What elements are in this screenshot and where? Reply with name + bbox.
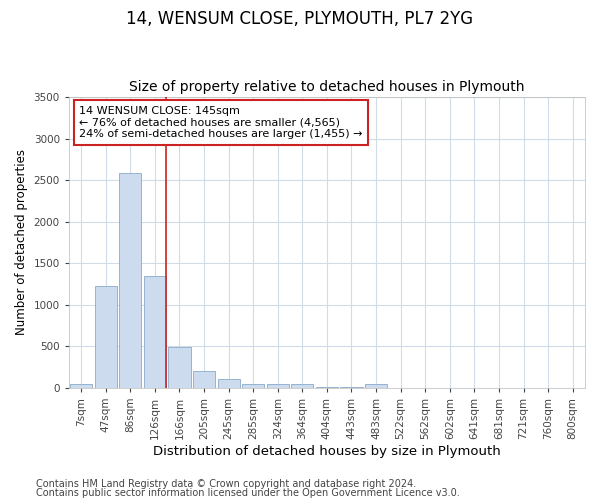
Text: Contains public sector information licensed under the Open Government Licence v3: Contains public sector information licen… — [36, 488, 460, 498]
Bar — [365, 384, 387, 388]
Bar — [242, 384, 264, 388]
Bar — [291, 384, 313, 388]
Bar — [95, 286, 117, 388]
Bar — [193, 371, 215, 388]
Bar — [144, 276, 166, 388]
Bar — [218, 378, 239, 388]
Title: Size of property relative to detached houses in Plymouth: Size of property relative to detached ho… — [129, 80, 524, 94]
Bar — [119, 172, 142, 388]
Text: Contains HM Land Registry data © Crown copyright and database right 2024.: Contains HM Land Registry data © Crown c… — [36, 479, 416, 489]
Bar — [169, 347, 191, 388]
X-axis label: Distribution of detached houses by size in Plymouth: Distribution of detached houses by size … — [153, 444, 501, 458]
Text: 14, WENSUM CLOSE, PLYMOUTH, PL7 2YG: 14, WENSUM CLOSE, PLYMOUTH, PL7 2YG — [127, 10, 473, 28]
Bar — [316, 387, 338, 388]
Bar — [70, 384, 92, 388]
Text: 14 WENSUM CLOSE: 145sqm
← 76% of detached houses are smaller (4,565)
24% of semi: 14 WENSUM CLOSE: 145sqm ← 76% of detache… — [79, 106, 362, 139]
Bar — [266, 384, 289, 388]
Y-axis label: Number of detached properties: Number of detached properties — [15, 150, 28, 336]
